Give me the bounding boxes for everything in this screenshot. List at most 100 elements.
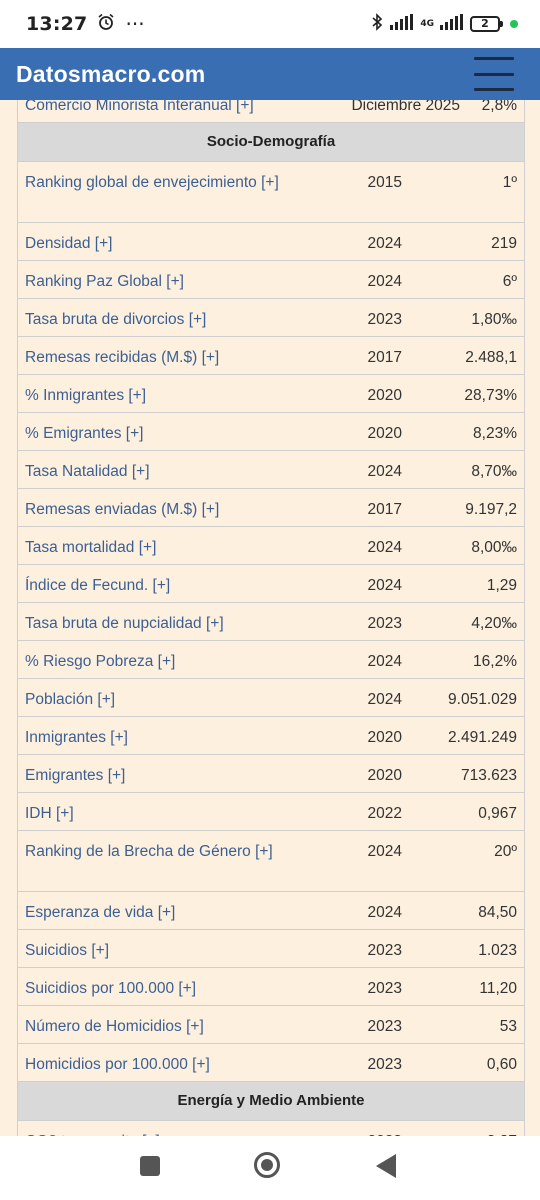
table-row: Suicidios [+] 2023 1.023 [18, 930, 524, 968]
indicator-year: 2023 [367, 980, 402, 997]
table-row: Suicidios por 100.000 [+] 2023 11,20 [18, 968, 524, 1006]
indicator-link[interactable]: Ranking de la Brecha de Género [+] [25, 843, 273, 860]
indicator-link[interactable]: Tasa bruta de divorcios [+] [25, 311, 207, 328]
indicator-year: 2023 [367, 1056, 402, 1073]
indicator-link[interactable]: Tasa Natalidad [+] [25, 463, 150, 480]
indicator-value: 1º [502, 174, 517, 191]
indicator-link[interactable]: Suicidios por 100.000 [+] [25, 980, 197, 997]
indicator-year: 2024 [367, 691, 402, 708]
indicator-value: 0,967 [478, 805, 517, 822]
indicator-value: 219 [491, 235, 517, 252]
indicator-link[interactable]: Remesas enviadas (M.$) [+] [25, 501, 220, 518]
indicator-year: 2020 [367, 767, 402, 784]
indicator-link[interactable]: Ranking global de envejecimiento [+] [25, 174, 279, 191]
indicator-value: 6º [502, 273, 517, 290]
status-right: 4G 2 [370, 13, 518, 35]
indicator-value: 9.051.029 [448, 691, 517, 708]
table-row: Remesas recibidas (M.$) [+] 2017 2.488,1 [18, 337, 524, 375]
table-row: Población [+] 2024 9.051.029 [18, 679, 524, 717]
table-row: Número de Homicidios [+] 2023 53 [18, 1006, 524, 1044]
indicator-year: 2023 [367, 311, 402, 328]
table-row: % Emigrantes [+] 2020 8,23% [18, 413, 524, 451]
indicator-value: 28,73% [464, 387, 517, 404]
indicator-year: 2017 [367, 349, 402, 366]
indicator-link[interactable]: CO2 t per capita [+] [18, 1121, 280, 1136]
battery-icon: 2 [470, 16, 503, 32]
table-row: % Inmigrantes [+] 2020 28,73% [18, 375, 524, 413]
indicator-link[interactable]: Inmigrantes [+] [25, 729, 128, 746]
indicator-year: 2024 [367, 577, 402, 594]
indicator-year: 2024 [367, 463, 402, 480]
app-header: Datosmacro.com [0, 48, 540, 100]
indicator-value: 0,60 [486, 1056, 517, 1073]
system-nav-bar [0, 1136, 540, 1200]
indicator-link[interactable]: Suicidios [+] [25, 942, 110, 959]
table-row: Emigrantes [+] 2020 713.623 [18, 755, 524, 793]
indicator-year: 2024 [367, 843, 402, 860]
indicator-link[interactable]: Emigrantes [+] [25, 767, 126, 784]
indicator-link[interactable]: % Emigrantes [+] [25, 425, 144, 442]
indicator-link[interactable]: Homicidios por 100.000 [+] [25, 1056, 210, 1073]
indicator-link[interactable]: IDH [+] [25, 805, 74, 822]
table-row: Tasa mortalidad [+] 2024 8,00‰ [18, 527, 524, 565]
indicator-value: 9.197,2 [465, 501, 517, 518]
indicator-year: 2022 [367, 805, 402, 822]
indicator-link[interactable]: Tasa mortalidad [+] [25, 539, 157, 556]
indicator-link[interactable]: Tasa bruta de nupcialidad [+] [25, 615, 224, 632]
indicator-year: 2020 [367, 729, 402, 746]
indicator-value: 2.491.249 [448, 729, 517, 746]
indicator-year: 2020 [367, 387, 402, 404]
indicator-link[interactable]: Esperanza de vida [+] [25, 904, 176, 921]
indicator-date: Diciembre 2025 [351, 100, 460, 114]
indicator-link[interactable]: Índice de Fecund. [+] [25, 577, 171, 594]
back-icon[interactable] [376, 1154, 396, 1178]
indicator-link[interactable]: Comercio Minorista Interanual [+] [25, 100, 254, 114]
site-logo[interactable]: Datosmacro.com [16, 60, 206, 87]
table-row: Tasa bruta de nupcialidad [+] 2023 4,20‰ [18, 603, 524, 641]
indicator-value: 713.623 [460, 767, 517, 784]
indicators-table: Comercio Minorista Interanual [+] Diciem… [17, 100, 525, 1136]
indicator-value: 4,20‰ [471, 615, 517, 632]
indicator-value: 1.023 [478, 942, 517, 959]
main-content[interactable]: Comercio Minorista Interanual [+] Diciem… [0, 100, 540, 1136]
status-bar: 13:27 ··· 4G 2 [0, 0, 540, 48]
indicator-link[interactable]: % Inmigrantes [+] [25, 387, 147, 404]
indicator-link[interactable]: Población [+] [25, 691, 116, 708]
indicator-year: 2023 [367, 942, 402, 959]
indicator-year: 2017 [367, 501, 402, 518]
section-header: Socio-Demografía [18, 123, 524, 162]
indicator-value: 1,29 [486, 577, 517, 594]
indicator-link[interactable]: % Riesgo Pobreza [+] [25, 653, 176, 670]
indicator-value: 8,00‰ [471, 539, 517, 556]
network-type: 4G [420, 18, 434, 29]
status-time: 13:27 [26, 13, 88, 35]
section-header: Energía y Medio Ambiente [18, 1082, 524, 1121]
indicator-year: 2024 [367, 235, 402, 252]
indicator-value: 3,87 [405, 1121, 524, 1136]
table-row: CO2 t per capita [+]20233,87 [18, 1121, 524, 1136]
table-row: Tasa bruta de divorcios [+] 2023 1,80‰ [18, 299, 524, 337]
table-row: IDH [+] 2022 0,967 [18, 793, 524, 831]
indicator-year: 2024 [367, 904, 402, 921]
table-row: Homicidios por 100.000 [+] 2023 0,60 [18, 1044, 524, 1082]
indicator-value: 2,8% [481, 100, 517, 114]
table-row: Ranking Paz Global [+] 2024 6º [18, 261, 524, 299]
indicator-year: 2024 [367, 653, 402, 670]
recent-apps-icon[interactable] [140, 1156, 160, 1176]
indicator-value: 8,23% [473, 425, 517, 442]
indicator-link[interactable]: Número de Homicidios [+] [25, 1018, 204, 1035]
table-row: Ranking global de envejecimiento [+] 2015… [18, 162, 524, 223]
indicator-link[interactable]: Remesas recibidas (M.$) [+] [25, 349, 220, 366]
indicator-value: 2.488,1 [465, 349, 517, 366]
indicator-value: 16,2% [473, 653, 517, 670]
indicator-link[interactable]: Ranking Paz Global [+] [25, 273, 184, 290]
table-row: Esperanza de vida [+] 2024 84,50 [18, 892, 524, 930]
indicator-year: 2023 [367, 1018, 402, 1035]
indicator-year: 2024 [367, 273, 402, 290]
signal-icon [440, 14, 464, 34]
home-icon[interactable] [254, 1152, 280, 1178]
indicator-value: 8,70‰ [471, 463, 517, 480]
alarm-icon [97, 13, 115, 35]
hamburger-menu-icon[interactable] [474, 57, 514, 91]
indicator-link[interactable]: Densidad [+] [25, 235, 113, 252]
